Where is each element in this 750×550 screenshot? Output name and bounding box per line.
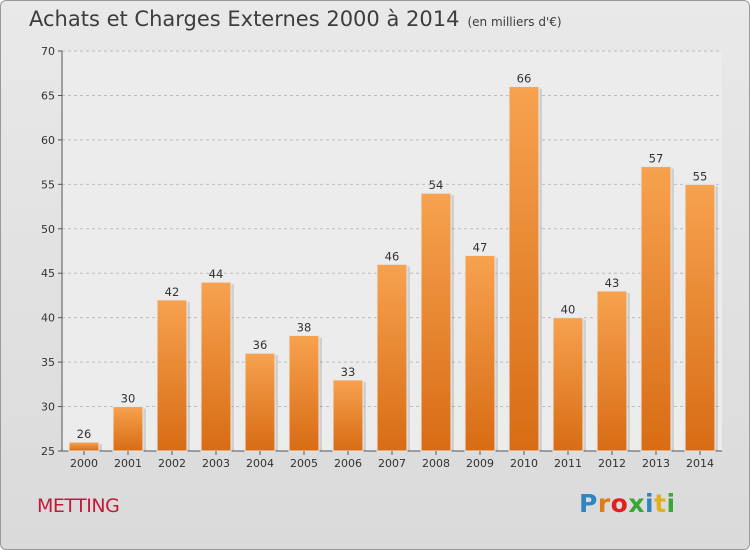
y-tick-label: 60 — [41, 134, 55, 147]
bar-value-label: 30 — [121, 392, 136, 406]
bar — [640, 166, 672, 452]
y-tick-label: 65 — [41, 89, 55, 102]
bar — [332, 379, 364, 452]
x-tick-label: 2011 — [554, 457, 582, 470]
logo-letter: o — [610, 489, 629, 518]
bar — [596, 290, 628, 452]
logo-letter: t — [654, 489, 667, 518]
chart-title: Achats et Charges Externes 2000 à 2014 (e… — [29, 7, 562, 31]
y-tick-label: 50 — [41, 223, 55, 236]
y-tick-label: 35 — [41, 356, 55, 369]
bar — [464, 254, 496, 452]
y-tick-label: 25 — [41, 445, 55, 458]
unit-note: (en milliers d'€) — [467, 15, 562, 29]
x-tick-label: 2006 — [334, 457, 362, 470]
bar — [288, 334, 320, 452]
bar-value-label: 47 — [473, 240, 488, 254]
x-tick-label: 2000 — [70, 457, 98, 470]
bar — [156, 299, 188, 452]
logo-letter: i — [666, 489, 676, 518]
x-tick-label: 2005 — [290, 457, 318, 470]
logo-letter: x — [628, 489, 645, 518]
bar-value-label: 66 — [517, 72, 532, 86]
x-tick-label: 2002 — [158, 457, 186, 470]
x-tick-label: 2008 — [422, 457, 450, 470]
bar-value-label: 42 — [165, 285, 180, 299]
bar-value-label: 57 — [649, 152, 664, 166]
x-tick-label: 2001 — [114, 457, 142, 470]
y-tick-label: 45 — [41, 267, 55, 280]
bar — [420, 192, 452, 452]
x-tick-label: 2009 — [466, 457, 494, 470]
logo-letter: i — [645, 489, 655, 518]
bar-value-label: 54 — [429, 178, 444, 192]
x-tick-label: 2014 — [686, 457, 714, 470]
bar — [552, 317, 584, 452]
bar-value-label: 36 — [253, 338, 268, 352]
y-tick-label: 55 — [41, 178, 55, 191]
bar — [684, 183, 716, 452]
bar-value-label: 44 — [209, 267, 224, 281]
bar — [200, 281, 232, 452]
bar-value-label: 55 — [693, 169, 708, 183]
y-tick-label: 70 — [41, 45, 55, 58]
proxiti-logo: Proxiti — [579, 489, 676, 518]
bar-value-label: 40 — [561, 303, 576, 317]
bar — [244, 352, 276, 452]
x-tick-label: 2013 — [642, 457, 670, 470]
bar — [112, 406, 144, 452]
x-tick-label: 2003 — [202, 457, 230, 470]
x-tick-label: 2010 — [510, 457, 538, 470]
commune-name: METTING — [37, 495, 120, 517]
x-tick-label: 2012 — [598, 457, 626, 470]
logo-letter: P — [579, 489, 598, 518]
bar-value-label: 33 — [341, 365, 356, 379]
bar-value-label: 46 — [385, 249, 400, 263]
x-tick-label: 2007 — [378, 457, 406, 470]
chart-title-text: Achats et Charges Externes 2000 à 2014 — [29, 7, 460, 31]
bar — [508, 86, 540, 452]
y-tick-label: 40 — [41, 312, 55, 325]
bar-value-label: 38 — [297, 320, 312, 334]
x-tick-label: 2004 — [246, 457, 274, 470]
bar — [68, 441, 100, 452]
bar-value-label: 43 — [605, 276, 620, 290]
y-tick-label: 30 — [41, 401, 55, 414]
bar-value-label: 26 — [77, 427, 92, 441]
logo-letter: r — [597, 489, 611, 518]
bar — [376, 263, 408, 452]
